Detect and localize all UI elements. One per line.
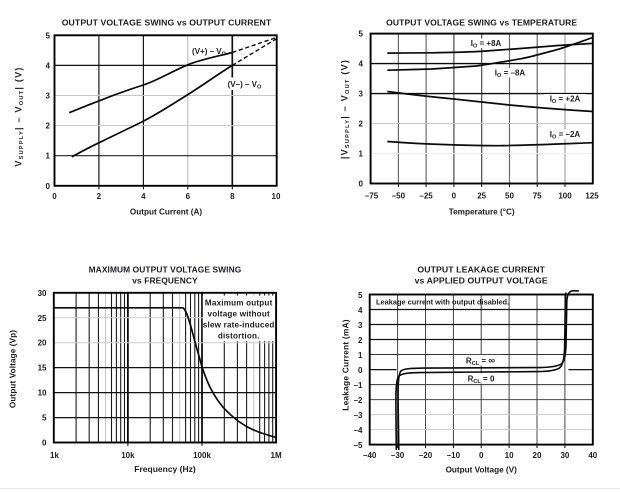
svg-text:50: 50 bbox=[505, 192, 514, 201]
svg-text:25: 25 bbox=[38, 314, 47, 323]
svg-text:vs APPLIED OUTPUT VOLTAGE: vs APPLIED OUTPUT VOLTAGE bbox=[415, 276, 548, 286]
svg-text:10k: 10k bbox=[121, 451, 135, 460]
svg-text:Maximum output: Maximum output bbox=[205, 298, 273, 307]
svg-text:1M: 1M bbox=[271, 451, 282, 460]
svg-text:–30: –30 bbox=[391, 451, 405, 460]
svg-text:Output Voltage (Vp): Output Voltage (Vp) bbox=[9, 330, 18, 408]
svg-text:Frequency (Hz): Frequency (Hz) bbox=[134, 464, 196, 474]
svg-text:MAXIMUM OUTPUT VOLTAGE SWING: MAXIMUM OUTPUT VOLTAGE SWING bbox=[89, 264, 242, 274]
svg-text:voltage without: voltage without bbox=[208, 309, 270, 318]
svg-text:0: 0 bbox=[359, 180, 364, 189]
svg-text:10: 10 bbox=[272, 192, 281, 201]
svg-text:6: 6 bbox=[186, 192, 191, 201]
svg-text:8: 8 bbox=[230, 192, 235, 201]
svg-text:OUTPUT VOLTAGE SWING vs TEMPER: OUTPUT VOLTAGE SWING vs TEMPERATURE bbox=[386, 18, 577, 28]
svg-text:2: 2 bbox=[97, 192, 102, 201]
svg-text:30: 30 bbox=[560, 451, 569, 460]
svg-text:30: 30 bbox=[38, 289, 47, 298]
svg-text:distortion.: distortion. bbox=[218, 331, 260, 340]
svg-text:Temperature (°C): Temperature (°C) bbox=[449, 208, 515, 217]
svg-text:100: 100 bbox=[558, 192, 572, 201]
svg-text:4: 4 bbox=[141, 192, 146, 201]
svg-text:–50: –50 bbox=[392, 192, 406, 201]
svg-text:VSUPPLY| – VOUT| (V): VSUPPLY| – VOUT| (V) bbox=[14, 66, 26, 166]
svg-text:15: 15 bbox=[38, 364, 47, 373]
svg-text:–75: –75 bbox=[365, 192, 379, 201]
svg-text:RCL = 0: RCL = 0 bbox=[468, 375, 495, 386]
svg-text:0: 0 bbox=[46, 182, 51, 191]
svg-text:3: 3 bbox=[359, 90, 364, 99]
svg-text:25: 25 bbox=[477, 192, 486, 201]
svg-text:5: 5 bbox=[358, 291, 363, 300]
svg-text:5: 5 bbox=[46, 31, 51, 40]
svg-text:(V–) – VO: (V–) – VO bbox=[228, 80, 262, 91]
svg-text:OUTPUT VOLTAGE SWING vs OUTPUT: OUTPUT VOLTAGE SWING vs OUTPUT CURRENT bbox=[62, 18, 272, 28]
svg-text:0: 0 bbox=[52, 192, 57, 201]
svg-text:1: 1 bbox=[359, 150, 364, 159]
svg-text:20: 20 bbox=[38, 339, 47, 348]
svg-text:Leakage current with output di: Leakage current with output disabled. bbox=[376, 298, 509, 307]
svg-text:20: 20 bbox=[533, 451, 542, 460]
svg-text:4: 4 bbox=[359, 60, 364, 69]
svg-text:3: 3 bbox=[46, 92, 51, 101]
svg-text:–10: –10 bbox=[447, 451, 461, 460]
svg-text:3: 3 bbox=[358, 321, 363, 330]
svg-text:Leakage Current (mA): Leakage Current (mA) bbox=[341, 319, 351, 411]
svg-text:–4: –4 bbox=[354, 426, 363, 435]
svg-text:5: 5 bbox=[359, 30, 364, 39]
svg-text:–1: –1 bbox=[354, 381, 363, 390]
svg-text:0: 0 bbox=[479, 451, 484, 460]
svg-text:2: 2 bbox=[358, 336, 363, 345]
svg-text:0: 0 bbox=[358, 366, 363, 375]
svg-text:–25: –25 bbox=[419, 192, 433, 201]
svg-text:IO = +8A: IO = +8A bbox=[471, 39, 502, 50]
svg-text:10: 10 bbox=[505, 451, 514, 460]
svg-text:Output Voltage (V): Output Voltage (V) bbox=[446, 465, 518, 474]
svg-text:1: 1 bbox=[358, 351, 363, 360]
svg-text:Output Current (A): Output Current (A) bbox=[130, 208, 203, 217]
svg-text:RCL = ∞: RCL = ∞ bbox=[466, 355, 495, 367]
svg-text:slew rate-induced: slew rate-induced bbox=[203, 320, 275, 329]
svg-text:–3: –3 bbox=[354, 411, 363, 420]
svg-text:0: 0 bbox=[42, 439, 47, 448]
svg-text:1k: 1k bbox=[50, 451, 59, 460]
svg-text:10: 10 bbox=[38, 389, 47, 398]
svg-text:4: 4 bbox=[46, 61, 51, 70]
svg-text:|VSUPPLY| – VOUT (V): |VSUPPLY| – VOUT (V) bbox=[340, 59, 352, 159]
svg-text:–20: –20 bbox=[419, 451, 433, 460]
svg-text:1: 1 bbox=[46, 152, 51, 161]
svg-text:–2: –2 bbox=[354, 396, 363, 405]
svg-text:4: 4 bbox=[358, 306, 363, 315]
svg-text:2: 2 bbox=[359, 120, 364, 129]
svg-text:40: 40 bbox=[588, 451, 597, 460]
svg-text:–5: –5 bbox=[354, 441, 363, 450]
svg-text:IO = +2A: IO = +2A bbox=[550, 95, 581, 106]
svg-text:IO = –8A: IO = –8A bbox=[495, 69, 526, 80]
svg-text:–40: –40 bbox=[363, 451, 377, 460]
svg-text:75: 75 bbox=[533, 192, 542, 201]
svg-text:2: 2 bbox=[46, 122, 51, 131]
svg-text:OUTPUT LEAKAGE CURRENT: OUTPUT LEAKAGE CURRENT bbox=[417, 264, 545, 274]
svg-text:0: 0 bbox=[452, 192, 457, 201]
svg-text:vs FREQUENCY: vs FREQUENCY bbox=[132, 276, 198, 286]
svg-text:IO = –2A: IO = –2A bbox=[550, 130, 581, 141]
svg-text:125: 125 bbox=[585, 192, 599, 201]
svg-text:100k: 100k bbox=[193, 451, 211, 460]
svg-text:(V+) – VO: (V+) – VO bbox=[192, 47, 227, 58]
svg-text:5: 5 bbox=[42, 414, 47, 423]
